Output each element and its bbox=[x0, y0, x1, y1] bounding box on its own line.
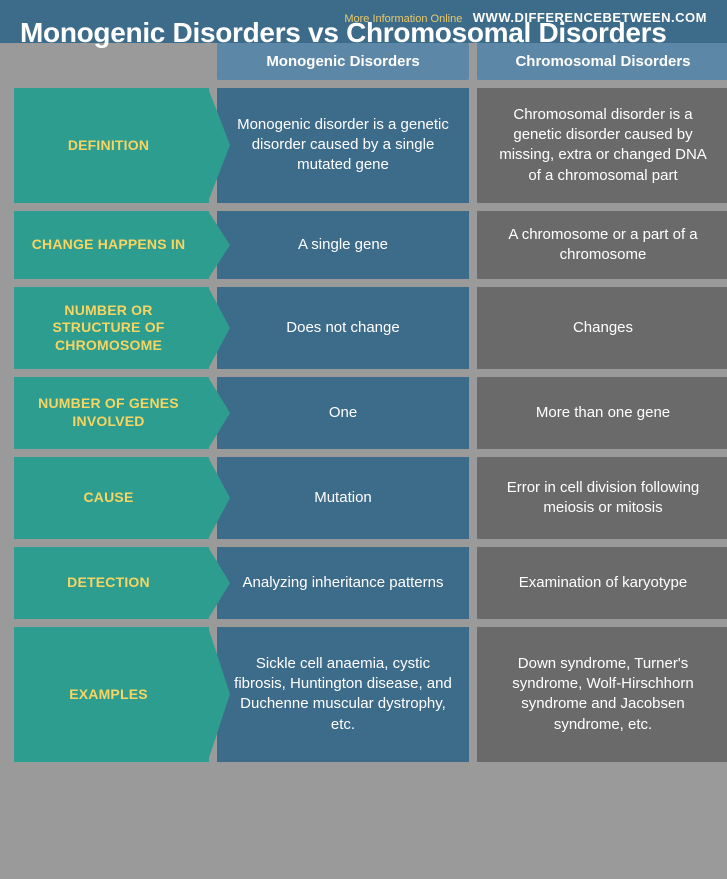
mono-cell-change: A single gene bbox=[217, 211, 469, 279]
row-label-cause: CAUSE bbox=[14, 457, 209, 539]
row-label-definition: DEFINITION bbox=[14, 88, 209, 203]
more-info-label: More Information Online bbox=[344, 13, 462, 25]
comparison-grid: Monogenic Disorders Chromosomal Disorder… bbox=[0, 43, 727, 776]
chromo-cell-detection: Examination of karyotype bbox=[477, 547, 727, 619]
row-label-examples: EXAMPLES bbox=[14, 627, 209, 762]
chromo-cell-change: A chromosome or a part of a chromosome bbox=[477, 211, 727, 279]
mono-cell-genes: One bbox=[217, 377, 469, 449]
mono-cell-definition: Monogenic disorder is a genetic disorder… bbox=[217, 88, 469, 203]
mono-cell-detection: Analyzing inheritance patterns bbox=[217, 547, 469, 619]
chromo-cell-cause: Error in cell division following meiosis… bbox=[477, 457, 727, 539]
site-link[interactable]: WWW.DIFFERENCEBETWEEN.COM bbox=[473, 10, 707, 25]
row-label-change: CHANGE HAPPENS IN bbox=[14, 211, 209, 279]
mono-cell-cause: Mutation bbox=[217, 457, 469, 539]
header: Monogenic Disorders vs Chromosomal Disor… bbox=[0, 0, 727, 43]
row-label-detection: DETECTION bbox=[14, 547, 209, 619]
chromo-cell-genes: More than one gene bbox=[477, 377, 727, 449]
chromo-cell-definition: Chromosomal disorder is a genetic disord… bbox=[477, 88, 727, 203]
row-label-genes: NUMBER OF GENES INVOLVED bbox=[14, 377, 209, 449]
infographic-container: Monogenic Disorders vs Chromosomal Disor… bbox=[0, 0, 727, 879]
mono-cell-examples: Sickle cell anaemia, cystic fibrosis, Hu… bbox=[217, 627, 469, 762]
mono-cell-structure: Does not change bbox=[217, 287, 469, 369]
row-label-structure: NUMBER OR STRUCTURE OF CHROMOSOME bbox=[14, 287, 209, 369]
chromo-cell-structure: Changes bbox=[477, 287, 727, 369]
chromo-cell-examples: Down syndrome, Turner's syndrome, Wolf-H… bbox=[477, 627, 727, 762]
